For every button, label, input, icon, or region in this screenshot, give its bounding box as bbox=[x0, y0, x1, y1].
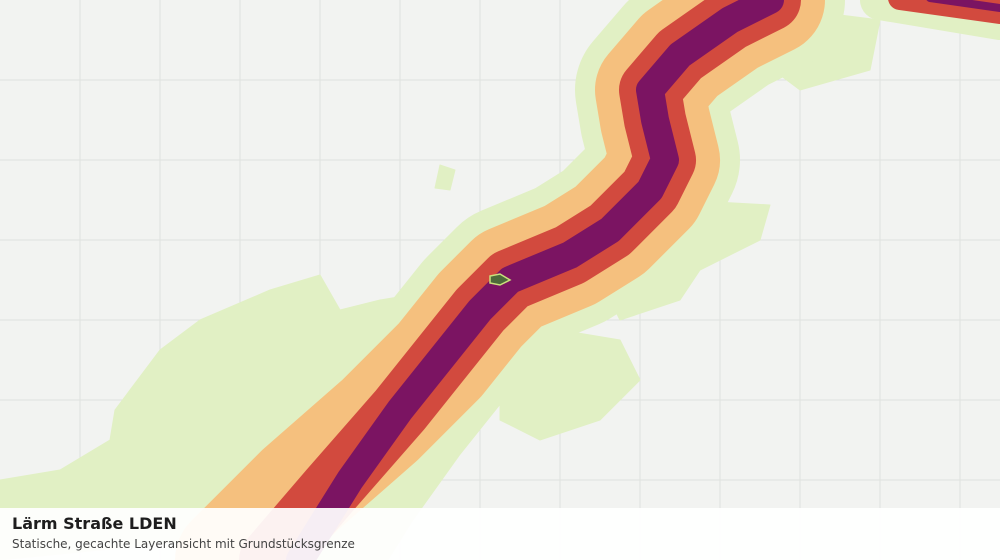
layer-title: Lärm Straße LDEN bbox=[12, 514, 177, 533]
layer-info-panel: Lärm Straße LDEN Statische, gecachte Lay… bbox=[0, 508, 1000, 560]
parcel-boundary bbox=[489, 273, 512, 286]
layer-subtitle: Statische, gecachte Layeransicht mit Gru… bbox=[12, 537, 355, 551]
noise-zone-road bbox=[175, 0, 1000, 560]
